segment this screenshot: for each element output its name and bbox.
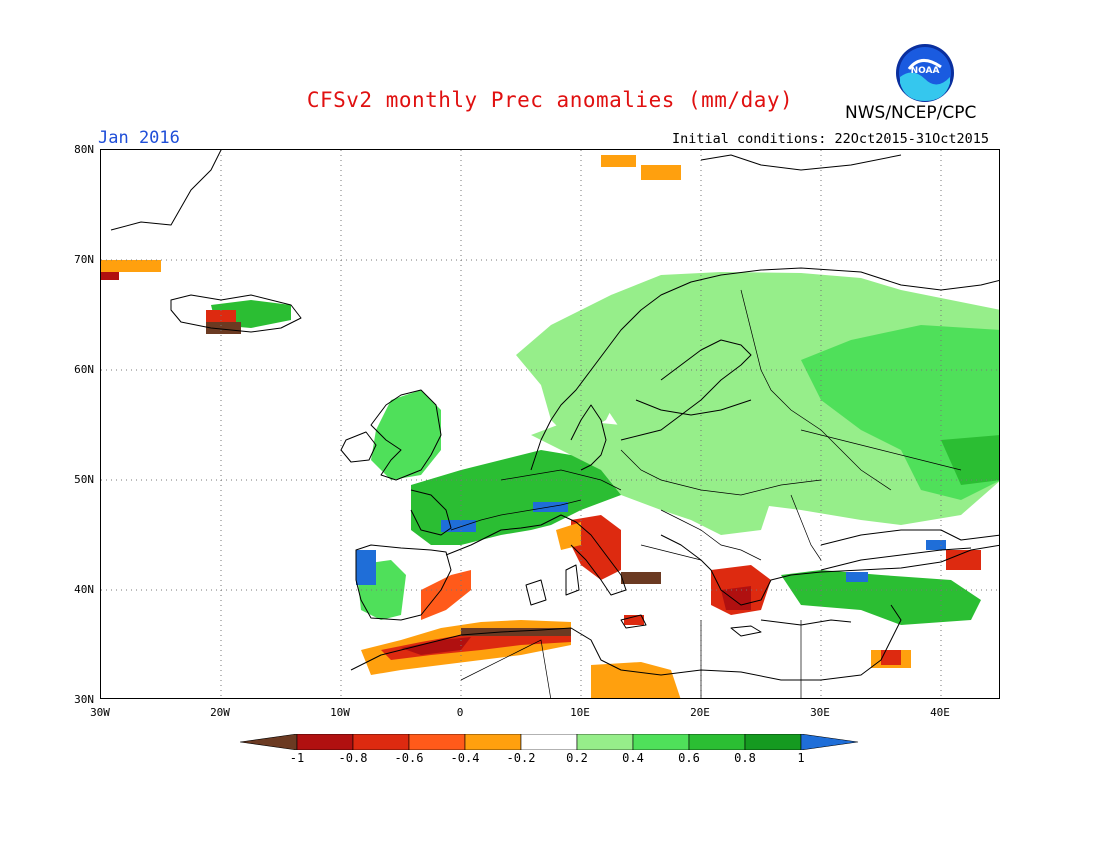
svg-text:NOAA: NOAA: [911, 66, 940, 76]
anomaly-region-scandinavia-light-green: [516, 290, 661, 440]
anomaly-shading: [101, 155, 999, 698]
lat-label-70n: 70N: [74, 253, 94, 266]
anomaly-cell-blue: [356, 550, 376, 585]
anomaly-cell-brown: [461, 628, 571, 636]
anomaly-cell-red: [881, 650, 901, 665]
anomaly-cell-orange: [641, 165, 681, 180]
anomaly-cell-blue: [441, 520, 476, 532]
anomaly-region-italy: [571, 515, 621, 580]
colorbar-cell: [576, 734, 634, 750]
map-canvas: [101, 150, 999, 698]
anomaly-map: [100, 149, 1000, 699]
colorbar-tick-label: 0.8: [734, 751, 756, 765]
lat-label-40n: 40N: [74, 583, 94, 596]
colorbar-cell: [744, 734, 802, 750]
anomaly-region-italy-orange: [556, 522, 581, 550]
colorbar-cell: [520, 734, 578, 750]
initial-conditions: Initial conditions: 22Oct2015-31Oct2015: [672, 131, 989, 147]
noaa-logo-icon: NOAA: [896, 44, 954, 102]
anomaly-cell-orange: [601, 155, 636, 167]
lat-label-30n: 30N: [74, 693, 94, 706]
lon-label-10e: 10E: [570, 706, 590, 719]
forecast-month: Jan 2016: [98, 128, 180, 148]
anomaly-region-russia-dark-green: [941, 435, 999, 485]
colorbar-tick-label: -0.4: [450, 751, 480, 765]
colorbar-tick-label: 0.2: [566, 751, 588, 765]
colorbar-cell: [632, 734, 690, 750]
lat-label-80n: 80N: [74, 143, 94, 156]
anomaly-region-maghreb-darkred: [401, 637, 471, 655]
coastlines: [110, 150, 999, 681]
lon-label-0: 0: [456, 706, 464, 719]
anomaly-cell-red: [946, 550, 981, 570]
lon-label-10w: 10W: [330, 706, 350, 719]
anomaly-cell-blue: [846, 572, 868, 582]
lon-label-30e: 30E: [810, 706, 830, 719]
anomaly-cell-red: [624, 615, 644, 625]
colorbar-cell: [408, 734, 466, 750]
anomaly-region-libya-orange: [591, 662, 681, 698]
colorbar: [240, 734, 859, 750]
colorbar-tick-label: 1: [797, 751, 805, 765]
colorbar-cell: [296, 734, 354, 750]
lat-label-50n: 50N: [74, 473, 94, 486]
colorbar-tick-label: 0.6: [678, 751, 700, 765]
colorbar-cell: [352, 734, 410, 750]
anomaly-cell-brown: [206, 322, 241, 334]
lon-label-40e: 40E: [930, 706, 950, 719]
lat-lon-grid: [101, 150, 999, 698]
colorbar-tick-label: -0.8: [338, 751, 368, 765]
anomaly-region-spain-coast: [421, 570, 471, 620]
colorbar-cell: [464, 734, 522, 750]
colorbar-tick-label: -1: [289, 751, 305, 765]
lat-label-60n: 60N: [74, 363, 94, 376]
agency-label: NWS/NCEP/CPC: [845, 103, 977, 123]
chart-title: CFSv2 monthly Prec anomalies (mm/day): [306, 88, 794, 112]
anomaly-region-turkey-green: [781, 570, 981, 625]
anomaly-cell-orange: [101, 260, 161, 272]
colorbar-cell: [688, 734, 746, 750]
colorbar-tick-label: -0.2: [506, 751, 536, 765]
colorbar-tick-label: 0.4: [622, 751, 644, 765]
anomaly-cell-blue: [926, 540, 946, 550]
colorbar-tick-label: -0.6: [394, 751, 424, 765]
colorbar-cell-above-max: [800, 734, 859, 750]
lon-label-30w: 30W: [90, 706, 110, 719]
country-borders: [450, 289, 962, 698]
anomaly-cell-brown: [621, 572, 661, 584]
lon-label-20w: 20W: [210, 706, 230, 719]
anomaly-region-uk: [371, 390, 441, 480]
lon-label-20e: 20E: [690, 706, 710, 719]
colorbar-cell-below-min: [240, 734, 298, 750]
